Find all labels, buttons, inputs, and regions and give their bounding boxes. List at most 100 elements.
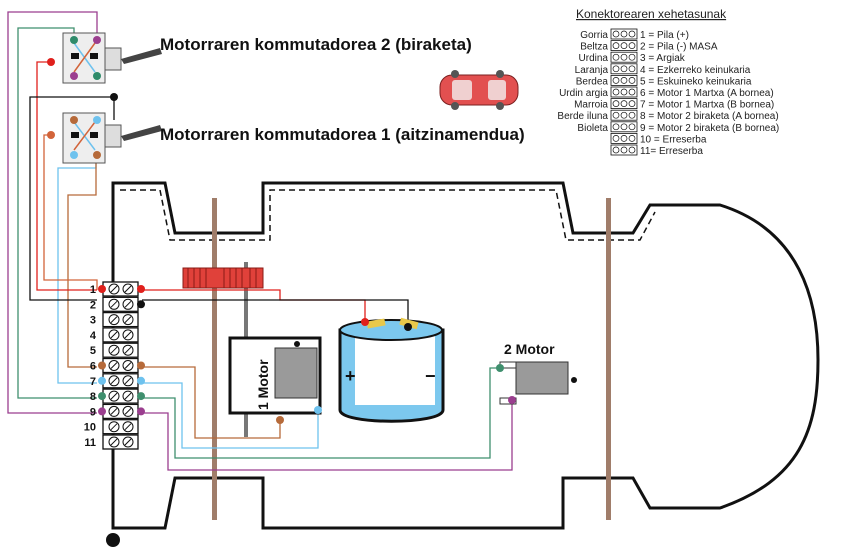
terminal-connection-dot <box>98 285 106 293</box>
terminal-3[interactable]: 3 <box>90 311 139 328</box>
wire-darkgreen-motor2 <box>142 367 500 459</box>
legend-row: 11= Erreserba <box>610 144 703 157</box>
connector-legend: Konektorearen xehetasunak Gorria 1 = Pila… <box>557 7 779 157</box>
wire-brown-motor1 <box>142 366 281 439</box>
wire-violet-motor2 <box>142 400 513 471</box>
legend-color-name: Berde iluna <box>557 111 608 122</box>
motor2-label: 2 Motor <box>504 341 555 357</box>
terminal-connection-dot <box>98 376 106 385</box>
chassis-outline <box>111 181 820 530</box>
terminal-connection-dot <box>98 407 106 416</box>
motor1-label: 1 Motor <box>255 359 271 410</box>
switch1-label: Motorraren kommutadorea 1 (aitzinamendua… <box>160 125 525 144</box>
terminal-number: 1 <box>90 284 96 296</box>
gear <box>182 267 264 289</box>
legend-color-name: Beltza <box>580 42 608 53</box>
wire-brown <box>67 150 97 368</box>
motor-1[interactable]: 1 Motor <box>228 336 322 424</box>
battery: + − <box>338 317 445 423</box>
legend-color-name: Marroia <box>574 100 608 111</box>
motor-switch-2[interactable]: Motorraren kommutadorea 2 (biraketa) <box>47 32 472 84</box>
terminal-number: 3 <box>90 315 96 327</box>
terminal-number: 9 <box>90 406 96 418</box>
battery-plus: + <box>345 366 356 386</box>
wire-red <box>142 289 366 322</box>
terminal-connection-dot <box>137 361 145 370</box>
legend-row: Gorria 1 = Pila (+) <box>580 28 689 41</box>
front-axle <box>212 198 217 520</box>
legend-rows: Gorria 1 = Pila (+) Beltza 2 = Pila (-) MAS… <box>557 28 779 157</box>
legend-description: 8 = Motor 2 biraketa (A bornea) <box>640 111 779 122</box>
wire-red-sw2 <box>36 61 97 291</box>
legend-color-name: Urdina <box>579 53 609 64</box>
legend-row: 10 = Erreserba <box>610 132 707 145</box>
terminal-connection-dot <box>137 407 145 416</box>
terminal-2[interactable]: 2 <box>90 296 139 312</box>
legend-description: 9 = Motor 2 biraketa (B bornea) <box>640 123 779 134</box>
wire-violet <box>7 11 98 414</box>
terminal-number: 11 <box>84 437 96 449</box>
wire-orange <box>43 134 98 290</box>
terminal-block: 1 2 3 4 5 6 7 8 9 10 11 <box>84 281 145 450</box>
legend-row: Urdina 3 = Argiak <box>579 51 686 64</box>
terminal-number: 5 <box>90 345 96 357</box>
legend-color-name: Berdea <box>576 76 609 87</box>
wiring <box>7 11 513 471</box>
terminal-connection-dot <box>137 300 145 309</box>
legend-description: 11= Erreserba <box>640 146 703 157</box>
legend-color-name: Laranja <box>575 65 609 76</box>
legend-row: Bioleta 9 = Motor 2 biraketa (B bornea) <box>577 121 779 134</box>
terminal-connection-dot <box>137 376 145 385</box>
battery-minus: − <box>425 366 436 386</box>
terminal-connection-dot <box>98 392 106 401</box>
rear-axle <box>606 198 611 520</box>
terminal-1[interactable]: 1 <box>90 281 139 297</box>
terminal-number: 10 <box>84 422 96 434</box>
wire-black <box>29 96 114 301</box>
terminal-10[interactable]: 10 <box>84 419 139 435</box>
legend-row: Berde iluna 8 = Motor 2 biraketa (A borne… <box>557 109 779 122</box>
legend-row: Urdin argia 6 = Motor 1 Martxa (A bornea) <box>559 86 774 99</box>
terminal-11[interactable]: 11 <box>84 434 139 450</box>
terminal-connection-dot <box>98 361 106 370</box>
ground-dot <box>106 533 120 547</box>
terminal-number: 2 <box>90 299 96 311</box>
legend-row: Beltza 2 = Pila (-) MASA <box>580 40 718 53</box>
legend-row: Laranja 4 = Ezkerreko keinukaria <box>575 63 751 76</box>
legend-description: 7 = Motor 1 Martxa (B bornea) <box>640 100 774 111</box>
car-icon <box>439 70 519 110</box>
terminal-9[interactable]: 9 <box>90 403 139 420</box>
terminal-number: 7 <box>90 376 96 388</box>
legend-description: 10 = Erreserba <box>640 134 707 145</box>
legend-description: 6 = Motor 1 Martxa (A bornea) <box>640 88 774 99</box>
terminal-7[interactable]: 7 <box>90 373 139 389</box>
legend-row: Marroia 7 = Motor 1 Martxa (B bornea) <box>574 98 774 111</box>
legend-description: 5 = Eskuineko keinukaria <box>640 76 752 87</box>
terminal-5[interactable]: 5 <box>90 342 139 358</box>
terminal-6[interactable]: 6 <box>90 357 139 374</box>
legend-description: 2 = Pila (-) MASA <box>640 42 718 53</box>
terminal-8[interactable]: 8 <box>90 388 139 404</box>
terminal-number: 4 <box>90 330 97 342</box>
legend-color-name: Urdin argia <box>559 88 608 99</box>
legend-row: Berdea 5 = Eskuineko keinukaria <box>576 75 752 87</box>
legend-description: 4 = Ezkerreko keinukaria <box>640 65 751 76</box>
motor-2[interactable]: 2 Motor <box>496 341 577 405</box>
terminal-connection-dot <box>137 392 145 401</box>
wire-lightblue-motor1 <box>142 382 319 449</box>
legend-color-name: Gorria <box>580 30 608 41</box>
terminal-number: 8 <box>90 391 96 403</box>
legend-color-name: Bioleta <box>577 123 608 134</box>
wire-black-battery <box>142 299 409 327</box>
switch2-label: Motorraren kommutadorea 2 (biraketa) <box>160 35 472 54</box>
legend-description: 3 = Argiak <box>640 53 686 64</box>
legend-description: 1 = Pila (+) <box>640 30 689 41</box>
legend-title: Konektorearen xehetasunak <box>576 7 727 21</box>
motor-switch-1[interactable]: Motorraren kommutadorea 1 (aitzinamendua… <box>47 93 525 164</box>
wire-darkgreen <box>17 27 97 399</box>
terminal-4[interactable]: 4 <box>90 327 139 343</box>
terminal-number: 6 <box>90 361 96 373</box>
terminal-connection-dot <box>137 285 145 293</box>
